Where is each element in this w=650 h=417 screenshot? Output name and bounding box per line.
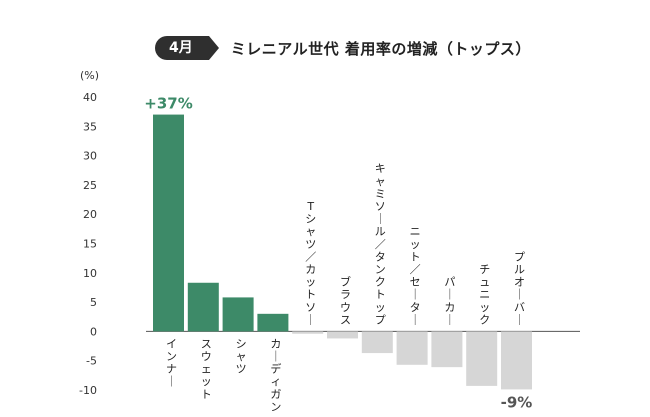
data-label: +37% [144, 95, 192, 113]
y-tick-label: -10 [79, 384, 97, 397]
bar [292, 331, 324, 334]
category-label: インナ｜ [166, 337, 177, 388]
chart-header: 4月 ミレニアル世代 着用率の増減（トップス） [155, 36, 531, 60]
bar [396, 331, 428, 365]
month-badge: 4月 [155, 36, 219, 60]
category-labels: インナ｜ スウェット シャツ カ｜ディガン T シャツ／カットソ｜ ブラウス キャミソ｜ル／タ… [166, 162, 525, 413]
category-label: キャミソ｜ル／タンクトップ [375, 162, 386, 326]
bar [153, 114, 184, 332]
y-tick-label: -5 [86, 355, 97, 368]
category-label: パ｜カ｜ [444, 276, 455, 327]
category-label: スウェット [201, 337, 212, 400]
category-label: ブラウス [340, 275, 351, 327]
y-axis-ticks: 40 35 30 25 20 15 10 5 0 -5 -10 [79, 91, 97, 397]
bar [222, 297, 254, 332]
y-tick-label: 40 [83, 91, 97, 104]
bar [431, 331, 463, 368]
bar [501, 331, 532, 390]
bar [187, 282, 219, 332]
y-tick-label: 5 [90, 296, 97, 309]
y-tick-label: 20 [83, 208, 97, 221]
y-axis-unit-label: (%) [80, 69, 99, 82]
category-label: プルオ｜バ｜ [514, 250, 525, 326]
bar [466, 331, 498, 386]
bar [361, 331, 393, 354]
bars [153, 114, 532, 390]
category-label: チュニック [479, 263, 490, 326]
data-labels: +37% -9% [144, 95, 532, 412]
category-label: T シャツ／カットソ｜ [305, 200, 316, 326]
bar [257, 313, 289, 332]
y-tick-label: 15 [83, 238, 97, 251]
y-tick-label: 0 [90, 325, 97, 338]
category-label: シャツ [236, 337, 247, 375]
category-label: ニット／セ｜タ｜ [410, 225, 421, 326]
y-tick-label: 35 [83, 120, 97, 133]
y-tick-label: 30 [83, 150, 97, 163]
category-label: カ｜ディガン [270, 337, 281, 413]
y-tick-label: 25 [83, 179, 97, 192]
y-tick-label: 10 [83, 267, 97, 280]
chart-title: ミレニアル世代 着用率の増減（トップス） [230, 39, 531, 58]
data-label: -9% [501, 393, 533, 411]
bar [327, 331, 358, 339]
